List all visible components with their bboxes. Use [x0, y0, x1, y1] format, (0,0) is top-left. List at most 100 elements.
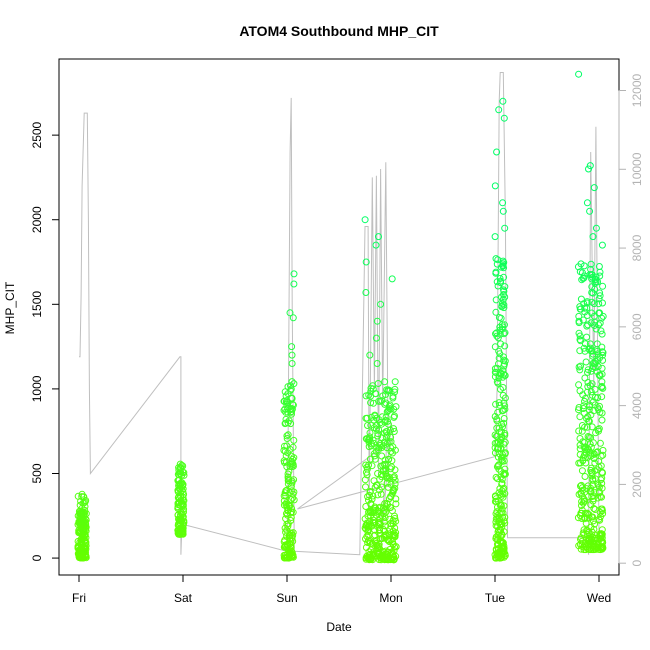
data-point	[364, 422, 371, 429]
data-point	[389, 443, 397, 451]
data-point	[283, 432, 291, 440]
data-point	[586, 207, 594, 215]
data-point	[366, 455, 374, 463]
data-point	[590, 359, 598, 367]
data-point	[288, 351, 296, 359]
data-point	[494, 528, 502, 536]
data-point	[363, 435, 371, 443]
data-point	[78, 539, 86, 547]
x-tick-label: Fri	[72, 591, 86, 605]
data-point	[588, 271, 596, 279]
data-point	[371, 503, 379, 511]
data-point	[389, 392, 397, 400]
data-point	[492, 522, 500, 530]
data-point	[385, 406, 393, 414]
data-point	[386, 526, 394, 533]
data-point	[501, 329, 509, 337]
x-tick-label: Wed	[587, 591, 611, 605]
line-series-layer	[79, 72, 600, 556]
data-point	[288, 360, 296, 367]
data-point	[176, 502, 184, 509]
data-point	[391, 378, 399, 386]
data-point	[597, 327, 605, 335]
y-axis-right: 0 2000 4000 6000 8000 10000 12000	[618, 74, 644, 567]
data-point	[577, 337, 585, 345]
data-point	[586, 162, 594, 170]
data-point	[501, 405, 509, 413]
data-point	[595, 427, 602, 435]
data-point	[384, 483, 392, 491]
data-point	[362, 483, 369, 491]
data-point	[391, 524, 399, 532]
data-point	[280, 492, 288, 500]
data-point	[386, 387, 394, 395]
data-point	[581, 397, 588, 405]
data-point	[598, 348, 606, 356]
data-point	[497, 279, 505, 287]
data-point	[363, 532, 371, 540]
data-point	[386, 426, 394, 434]
data-point	[596, 354, 604, 362]
data-point	[499, 97, 507, 105]
data-point	[578, 427, 586, 435]
data-point	[585, 433, 593, 441]
data-point	[391, 484, 399, 492]
data-point	[587, 347, 595, 355]
data-point	[288, 343, 296, 351]
data-point	[383, 431, 391, 439]
data-point	[283, 510, 290, 518]
data-point	[595, 263, 603, 270]
data-point	[492, 400, 500, 408]
data-point	[280, 554, 288, 562]
data-point	[369, 399, 377, 407]
data-point	[381, 522, 389, 530]
data-point	[290, 280, 298, 288]
data-point	[575, 381, 583, 389]
data-point	[579, 391, 587, 399]
data-point	[365, 461, 372, 469]
data-point	[575, 70, 583, 78]
data-point	[74, 492, 82, 500]
data-point	[280, 457, 288, 465]
data-point	[286, 463, 294, 470]
data-point	[591, 459, 599, 467]
data-point	[380, 438, 388, 446]
y-axis-left: 0 500 1000 1500 2000 2500	[30, 121, 60, 561]
data-point	[497, 473, 505, 481]
data-point	[598, 484, 606, 492]
data-point	[598, 378, 606, 386]
data-point	[579, 405, 587, 412]
data-point	[287, 406, 295, 414]
data-point	[581, 304, 589, 312]
data-point	[375, 426, 383, 434]
data-point	[388, 275, 396, 283]
data-point	[374, 491, 382, 499]
data-point	[595, 371, 603, 379]
data-point	[598, 241, 606, 249]
data-point	[587, 260, 595, 268]
data-point	[79, 509, 87, 517]
data-point	[585, 514, 593, 522]
data-point	[596, 402, 603, 410]
data-point	[385, 455, 393, 463]
data-point	[496, 485, 504, 493]
data-point	[576, 435, 584, 442]
data-point	[390, 428, 398, 435]
data-point	[578, 269, 586, 277]
data-point	[501, 342, 509, 350]
data-point	[285, 532, 293, 540]
y-tick-label: 1000	[30, 375, 44, 402]
data-point	[290, 270, 298, 278]
data-point	[390, 556, 397, 564]
data-point	[499, 262, 507, 270]
data-point	[178, 472, 186, 479]
data-point	[596, 272, 604, 280]
data-point	[371, 390, 379, 398]
data-point	[80, 534, 88, 542]
data-point	[493, 329, 501, 337]
data-point	[596, 439, 604, 447]
data-point	[579, 457, 587, 465]
data-point	[594, 466, 602, 474]
data-point	[366, 429, 374, 437]
